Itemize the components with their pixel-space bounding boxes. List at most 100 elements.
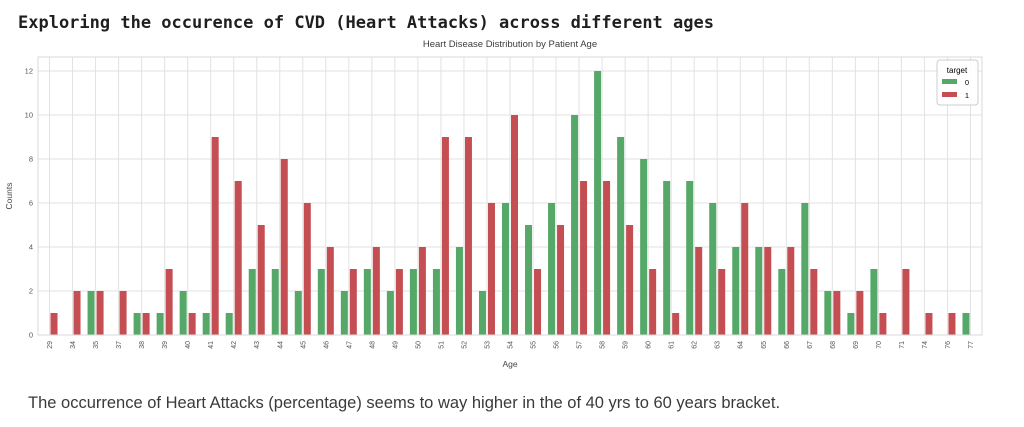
bar-target0-age70 <box>870 269 878 335</box>
bar-target1-age52 <box>464 137 472 335</box>
x-tick-label: 52 <box>461 341 468 349</box>
bar-target1-age69 <box>856 291 864 335</box>
x-tick-label: 41 <box>208 341 215 349</box>
bar-target1-age71 <box>902 269 910 335</box>
x-tick-label: 29 <box>47 341 54 349</box>
bar-target0-age57 <box>571 115 579 335</box>
x-tick-label: 77 <box>968 341 975 349</box>
x-tick-label: 57 <box>577 341 584 349</box>
legend-swatch-target1 <box>942 92 957 97</box>
bar-target0-age62 <box>686 181 694 335</box>
bar-target0-age42 <box>225 313 233 335</box>
bar-target0-age55 <box>525 225 533 335</box>
legend-title: target <box>947 66 968 75</box>
x-tick-label: 64 <box>738 341 745 349</box>
bar-target1-age76 <box>948 313 956 335</box>
bar-target1-age56 <box>557 225 565 335</box>
bar-target0-age66 <box>778 269 786 335</box>
analysis-caption: The occurrence of Heart Attacks (percent… <box>28 394 781 412</box>
bar-target0-age61 <box>663 181 671 335</box>
x-tick-label: 50 <box>415 341 422 349</box>
x-tick-label: 48 <box>369 341 376 349</box>
x-tick-label: 56 <box>554 341 561 349</box>
legend-label-target0: 0 <box>965 78 969 87</box>
bar-target1-age54 <box>511 115 518 335</box>
bar-chart: 0 2 4 6 8 10 12 29 34 35 37 38 39 40 41 42 43 44 45 46 47 48 4… <box>0 36 1024 386</box>
x-tick-label: 47 <box>346 341 353 349</box>
y-tick-label: 8 <box>29 155 33 164</box>
bar-target1-age29 <box>50 313 58 335</box>
bar-target0-age44 <box>271 269 279 335</box>
x-tick-label: 34 <box>70 341 77 349</box>
x-tick-label: 44 <box>277 341 284 349</box>
x-tick-label: 65 <box>761 341 768 349</box>
x-tick-label: 60 <box>646 341 653 349</box>
x-tick-label: 76 <box>945 341 952 349</box>
y-tick-label: 4 <box>29 243 33 252</box>
bar-target1-age45 <box>303 203 311 335</box>
chart-title: Heart Disease Distribution by Patient Ag… <box>423 39 597 50</box>
x-tick-label: 55 <box>531 341 538 349</box>
bar-target1-age67 <box>810 269 818 335</box>
x-tick-label: 69 <box>853 341 860 349</box>
bar-target0-age69 <box>847 313 855 335</box>
bar-target1-age57 <box>580 181 588 335</box>
bar-target1-age62 <box>695 247 703 335</box>
x-tick-label: 51 <box>438 341 445 349</box>
grid-lines <box>38 57 982 336</box>
bar-target1-age37 <box>119 291 127 335</box>
bar-target0-age67 <box>801 203 809 335</box>
bar-target1-age64 <box>741 203 749 335</box>
x-tick-label: 61 <box>669 341 676 349</box>
x-tick-label: 40 <box>185 341 192 349</box>
x-tick-label: 68 <box>830 341 837 349</box>
bar-target0-age47 <box>340 291 348 335</box>
bar-target0-age46 <box>317 269 325 335</box>
bar-target0-age77 <box>962 313 970 335</box>
bar-target1-age70 <box>879 313 887 335</box>
x-tick-label: 43 <box>254 341 261 349</box>
bar-target1-age40 <box>188 313 196 335</box>
bar-target1-age66 <box>787 247 795 335</box>
x-tick-label: 59 <box>623 341 630 349</box>
x-tick-label: 66 <box>784 341 791 349</box>
bar-target1-age65 <box>764 247 772 335</box>
bar-target0-age65 <box>755 247 763 335</box>
bar-target0-age40 <box>179 291 187 335</box>
y-tick-label: 0 <box>29 331 33 340</box>
bar-target0-age68 <box>824 291 832 335</box>
bar-target1-age63 <box>718 269 726 335</box>
x-tick-label: 71 <box>899 341 906 349</box>
x-tick-label: 53 <box>484 341 491 349</box>
plot-frame <box>37 56 983 336</box>
x-tick-label: 62 <box>692 341 699 349</box>
bar-target0-age43 <box>248 269 256 335</box>
x-tick-label: 74 <box>922 341 929 349</box>
bar-target1-age68 <box>833 291 841 335</box>
bar-target1-age58 <box>603 181 611 335</box>
y-tick-label: 12 <box>25 67 33 76</box>
x-tick-label: 63 <box>715 341 722 349</box>
y-tick-label: 10 <box>25 111 33 120</box>
bar-target1-age59 <box>626 225 634 335</box>
bar-target1-age74 <box>925 313 933 335</box>
x-tick-label: 42 <box>231 341 238 349</box>
bars <box>50 71 970 335</box>
bar-target1-age55 <box>534 269 542 335</box>
bar-target0-age64 <box>732 247 740 335</box>
bar-target1-age41 <box>211 137 219 335</box>
y-tick-label: 6 <box>29 199 33 208</box>
bar-target1-age43 <box>257 225 265 335</box>
bar-target0-age59 <box>617 137 625 335</box>
bar-target1-age48 <box>372 247 380 335</box>
x-axis-label: Age <box>502 359 517 369</box>
bar-target1-age35 <box>96 291 104 335</box>
bar-target0-age38 <box>133 313 141 335</box>
x-tick-label: 58 <box>600 341 607 349</box>
x-tick-label: 45 <box>300 341 307 349</box>
bar-target0-age63 <box>709 203 717 335</box>
x-tick-label: 35 <box>93 341 100 349</box>
